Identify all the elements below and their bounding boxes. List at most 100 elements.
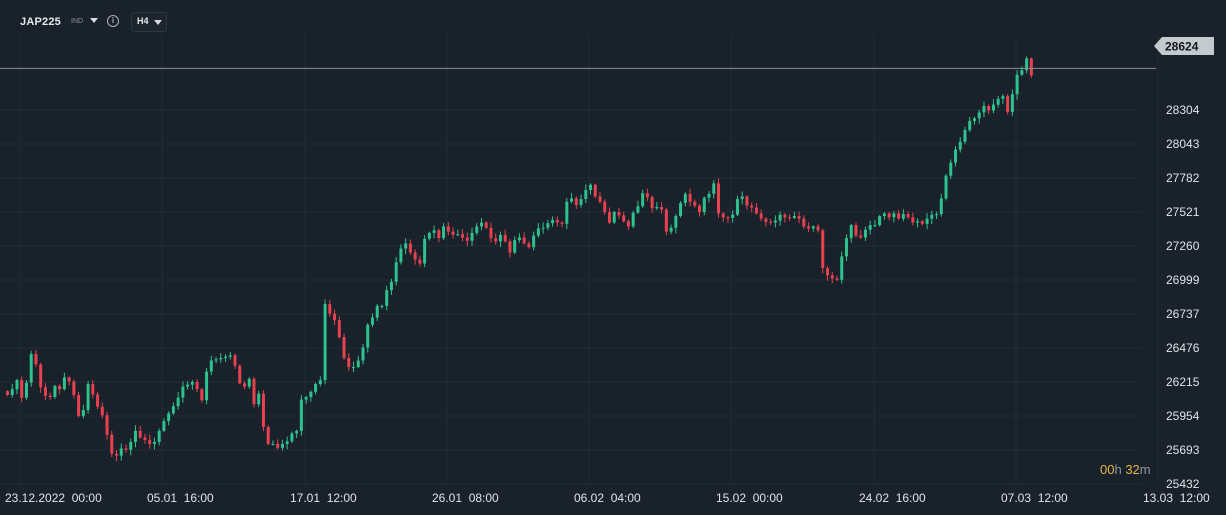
candles <box>6 56 1033 462</box>
candle-body <box>129 441 133 450</box>
candle-body <box>873 225 877 227</box>
x-tick-label: 13.03 12:00 <box>1143 491 1210 505</box>
x-tick-label: 06.02 04:00 <box>574 491 641 505</box>
candle-body <box>347 357 351 368</box>
countdown-hours: 00 <box>1100 462 1115 477</box>
candle-body <box>361 347 365 361</box>
candle-body <box>314 383 318 392</box>
candle-body <box>228 355 232 357</box>
candle-body <box>1029 58 1033 76</box>
candle-body <box>740 196 744 200</box>
candle-body <box>413 252 417 260</box>
candle-body <box>20 380 24 398</box>
candle-body <box>304 397 308 400</box>
candle-body <box>878 216 882 226</box>
candle-body <box>892 213 896 218</box>
candle-body <box>645 193 649 198</box>
candle-body <box>717 183 720 214</box>
y-tick-label: 27521 <box>1166 205 1200 219</box>
candle-body <box>508 241 512 253</box>
candle-body <box>826 268 830 276</box>
candle-body <box>442 226 446 239</box>
candle-body <box>176 397 180 407</box>
candle-body <box>683 193 687 203</box>
candle-body <box>58 385 62 390</box>
candle-countdown: 00h 32m <box>1100 462 1151 477</box>
candle-body <box>802 218 806 227</box>
candle-body <box>124 448 128 450</box>
countdown-hours-unit: h <box>1114 462 1122 477</box>
candle-body <box>598 196 602 202</box>
candle-body <box>309 391 313 398</box>
candle-body <box>925 218 929 224</box>
y-axis: 25432 25693 25954 26215 26476 26737 26999 27260… <box>1166 103 1200 491</box>
candle-body <box>157 430 161 442</box>
candle-body <box>337 320 341 338</box>
candle-body <box>631 212 635 227</box>
candle-body <box>982 105 986 113</box>
candle-body <box>399 248 403 263</box>
candle-body <box>991 104 995 111</box>
symbol-label[interactable]: JAP225 <box>20 16 61 28</box>
candle-body <box>773 220 777 223</box>
candle-body <box>39 364 43 388</box>
candle-body <box>987 105 991 111</box>
x-tick-label: 24.02 16:00 <box>859 491 926 505</box>
candle-body <box>105 415 109 435</box>
info-icon[interactable]: i <box>107 15 119 27</box>
candle-body <box>280 443 284 448</box>
candle-body <box>423 238 427 264</box>
y-tick-label: 26999 <box>1166 273 1200 287</box>
candle-body <box>148 439 152 444</box>
candle-body <box>404 243 408 249</box>
chart-grid <box>0 35 1159 485</box>
candle-body <box>494 238 498 242</box>
candle-body <box>707 193 711 198</box>
candle-body <box>81 410 85 416</box>
candle-body <box>963 130 967 142</box>
candle-body <box>555 219 559 223</box>
candle-body <box>816 226 820 231</box>
candle-body <box>43 387 47 396</box>
candle-body <box>626 221 630 227</box>
y-tick-label: 26476 <box>1166 341 1200 355</box>
candle-body <box>366 324 370 348</box>
y-tick-label: 25954 <box>1166 409 1200 423</box>
candle-body <box>840 256 844 280</box>
candle-body <box>91 383 95 395</box>
candle-body <box>532 235 536 248</box>
candle-body <box>797 216 801 219</box>
candle-body <box>551 219 555 224</box>
candle-body <box>968 120 972 131</box>
candle-body <box>863 229 867 238</box>
candle-body <box>200 389 204 401</box>
candle-body <box>560 222 564 224</box>
candle-body <box>570 198 574 202</box>
candle-body <box>660 206 664 210</box>
candle-body <box>527 243 531 248</box>
candle-body <box>437 230 441 239</box>
candle-body <box>333 313 337 321</box>
candle-body <box>318 380 322 384</box>
y-tick-label: 28304 <box>1166 103 1200 117</box>
candle-body <box>750 205 754 208</box>
candle-body <box>205 371 209 401</box>
candle-body <box>323 303 327 381</box>
candle-body <box>62 377 66 390</box>
candle-body <box>916 221 920 223</box>
timeframe-select[interactable]: H4 <box>131 12 167 32</box>
candle-body <box>688 193 692 202</box>
candle-body <box>868 225 872 230</box>
candle-body <box>1006 96 1010 112</box>
symbol-dropdown-icon[interactable] <box>90 18 98 23</box>
countdown-minutes-unit: m <box>1139 462 1151 477</box>
candle-body <box>186 384 190 387</box>
candle-body <box>650 197 654 209</box>
chart-toolbar: JAP225 IND i H4 <box>0 0 1226 44</box>
candle-body <box>162 421 166 431</box>
candle-body <box>219 357 223 360</box>
candle-body <box>859 235 863 238</box>
candle-body <box>29 354 33 383</box>
candle-body <box>408 243 412 253</box>
